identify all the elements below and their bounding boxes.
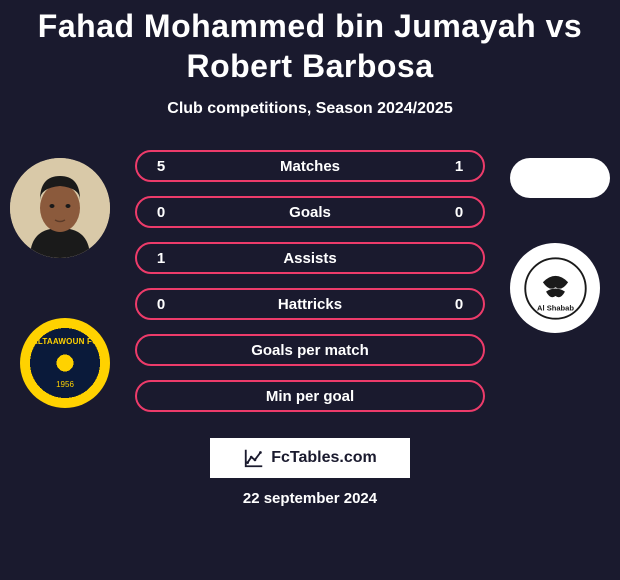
player-left-photo-icon [10, 158, 110, 258]
stat-label: Goals [289, 204, 331, 221]
stat-right-value: 0 [449, 204, 469, 221]
stat-left-value: 0 [151, 204, 171, 221]
svg-text:Al Shabab: Al Shabab [537, 303, 574, 312]
logo-text: FcTables.com [271, 449, 377, 467]
club-left-year: 1956 [56, 380, 74, 389]
comparison-subtitle: Club competitions, Season 2024/2025 [167, 100, 452, 118]
stat-row-matches: 5 Matches 1 [135, 150, 485, 182]
club-left-ball-icon [50, 348, 80, 378]
main-area: ALTAAWOUN FC 1956 Al Shabab 5 Matches 1 … [0, 138, 620, 580]
player-right-avatar-placeholder [510, 158, 610, 198]
club-right-logo-icon: Al Shabab [524, 257, 587, 320]
stat-row-hattricks: 0 Hattricks 0 [135, 288, 485, 320]
player-left-avatar [10, 158, 110, 258]
stat-label: Goals per match [251, 342, 369, 359]
chart-icon [243, 447, 265, 469]
stat-row-goals-per-match: Goals per match [135, 334, 485, 366]
club-left-name: ALTAAWOUN FC [32, 337, 98, 346]
stat-label: Hattricks [278, 296, 342, 313]
fctables-logo: FcTables.com [210, 438, 410, 478]
stat-label: Matches [280, 158, 340, 175]
stats-list: 5 Matches 1 0 Goals 0 1 Assists 0 Hattri… [135, 150, 485, 412]
stat-left-value: 1 [151, 250, 171, 267]
comparison-date: 22 september 2024 [243, 490, 377, 507]
stat-right-value: 1 [449, 158, 469, 175]
stat-left-value: 5 [151, 158, 171, 175]
stat-row-min-per-goal: Min per goal [135, 380, 485, 412]
club-right-badge: Al Shabab [510, 243, 600, 333]
stat-left-value: 0 [151, 296, 171, 313]
club-left-badge: ALTAAWOUN FC 1956 [20, 318, 110, 408]
stat-label: Min per goal [266, 388, 354, 405]
stat-row-assists: 1 Assists [135, 242, 485, 274]
stat-row-goals: 0 Goals 0 [135, 196, 485, 228]
stat-right-value: 0 [449, 296, 469, 313]
comparison-title: Fahad Mohammed bin Jumayah vs Robert Bar… [20, 6, 600, 86]
stat-label: Assists [283, 250, 336, 267]
